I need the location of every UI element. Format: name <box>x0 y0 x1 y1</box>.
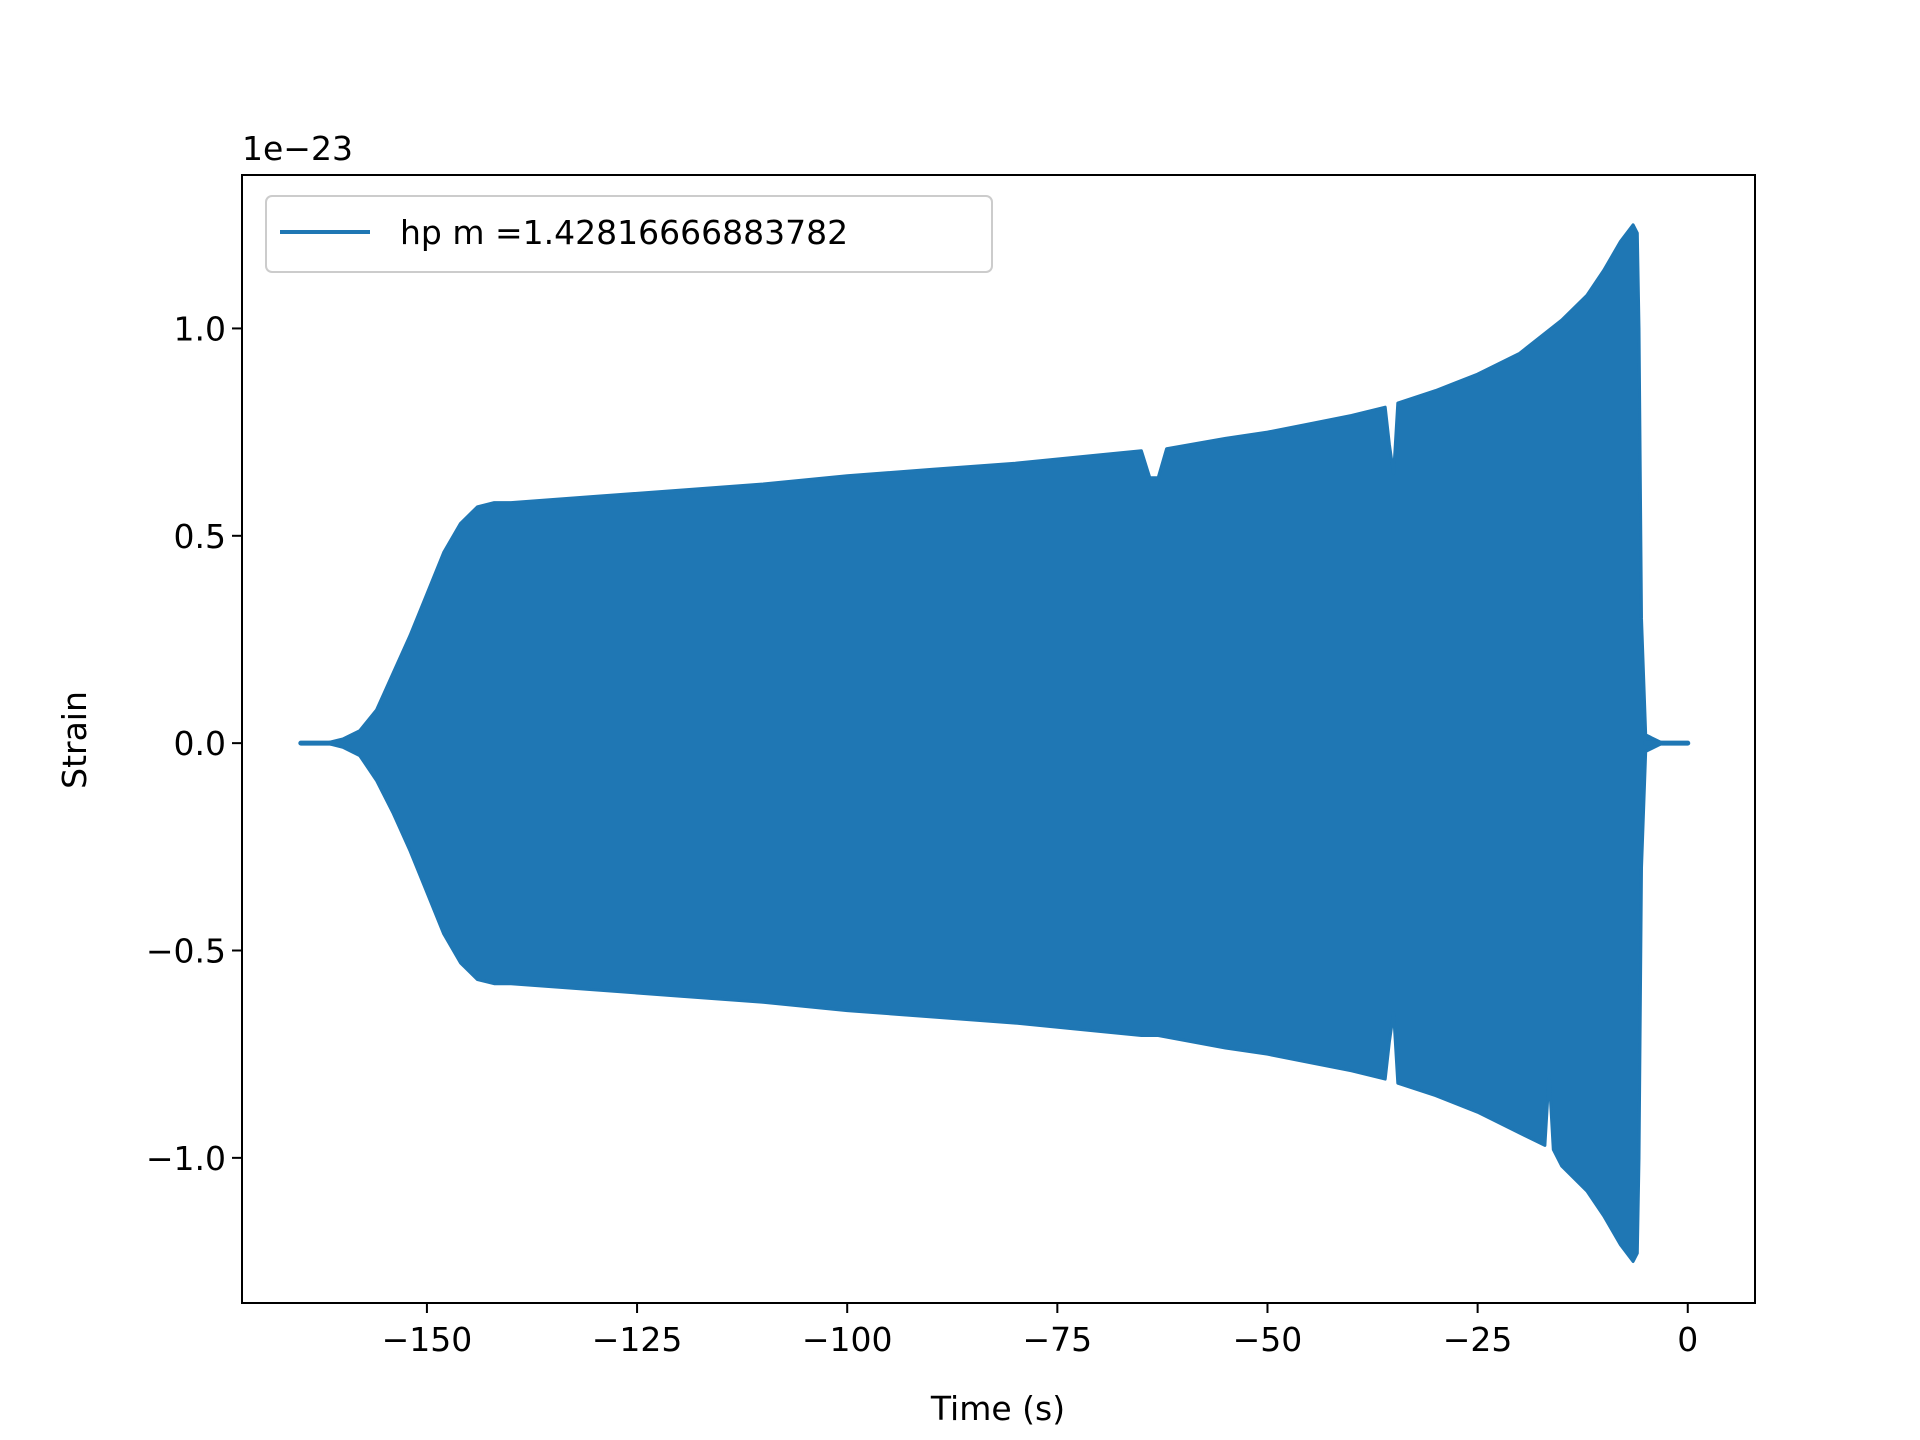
legend-box <box>265 195 993 273</box>
y-tick-label: −0.5 <box>146 932 226 971</box>
y-tick-label: 1.0 <box>174 309 226 348</box>
x-tick-label: −25 <box>1443 1320 1513 1359</box>
axes-frame <box>241 174 1756 1304</box>
y-tick-label: 0.0 <box>174 724 226 763</box>
legend-label: hp m =1.42816666883782 <box>400 213 848 252</box>
x-axis: −150 −125 −100 −75 −50 −25 0 <box>382 1303 1698 1359</box>
x-tick-label: −50 <box>1233 1320 1303 1359</box>
y-tick-label: 0.5 <box>174 517 226 556</box>
x-tick-label: −75 <box>1023 1320 1093 1359</box>
x-tick-label: −125 <box>592 1320 683 1359</box>
plot-area <box>298 223 1691 1263</box>
y-tick-label: −1.0 <box>146 1139 226 1178</box>
x-tick-label: −100 <box>802 1320 893 1359</box>
legend: hp m =1.42816666883782 <box>265 195 993 273</box>
x-axis-title: Time (s) <box>930 1389 1065 1428</box>
x-tick-label: 0 <box>1677 1320 1698 1359</box>
y-axis-title: Strain <box>55 691 94 789</box>
x-tick-label: −150 <box>382 1320 473 1359</box>
y-offset-label: 1e−23 <box>242 129 353 168</box>
y-axis: −1.0 −0.5 0.0 0.5 1.0 <box>146 309 242 1178</box>
